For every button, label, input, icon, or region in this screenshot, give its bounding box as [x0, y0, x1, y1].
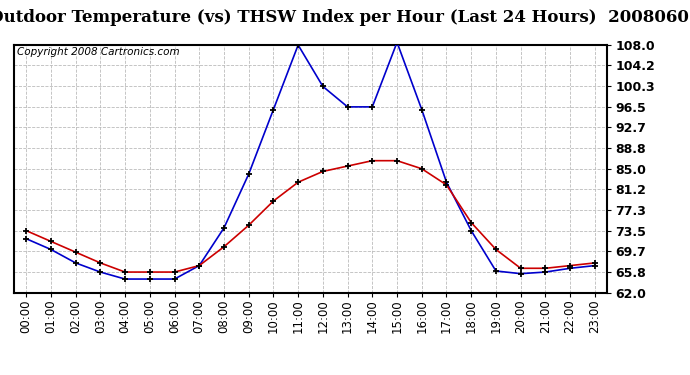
Text: Copyright 2008 Cartronics.com: Copyright 2008 Cartronics.com [17, 48, 179, 57]
Text: Outdoor Temperature (vs) THSW Index per Hour (Last 24 Hours)  20080607: Outdoor Temperature (vs) THSW Index per … [0, 9, 690, 26]
